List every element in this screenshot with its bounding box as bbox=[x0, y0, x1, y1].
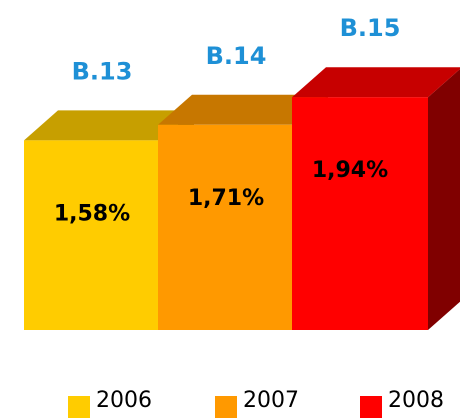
value-label: 1,58% bbox=[54, 201, 130, 226]
legend-swatch bbox=[68, 396, 90, 418]
bar bbox=[24, 140, 160, 330]
legend-label: 2006 bbox=[96, 388, 152, 413]
category-label: B.13 bbox=[72, 57, 133, 85]
bar bbox=[292, 97, 428, 330]
category-label: B.14 bbox=[206, 42, 267, 70]
value-label: 1,94% bbox=[312, 158, 388, 183]
value-label: 1,71% bbox=[188, 186, 264, 211]
bar-top bbox=[292, 67, 460, 98]
legend-swatch bbox=[215, 396, 237, 418]
bar-top bbox=[24, 110, 194, 141]
bar-side bbox=[428, 68, 460, 330]
bar-top bbox=[158, 94, 328, 125]
legend-label: 2008 bbox=[388, 388, 444, 413]
legend-label: 2007 bbox=[243, 388, 299, 413]
category-label: B.15 bbox=[340, 14, 401, 42]
legend-swatch bbox=[360, 396, 382, 418]
bar bbox=[158, 124, 294, 330]
